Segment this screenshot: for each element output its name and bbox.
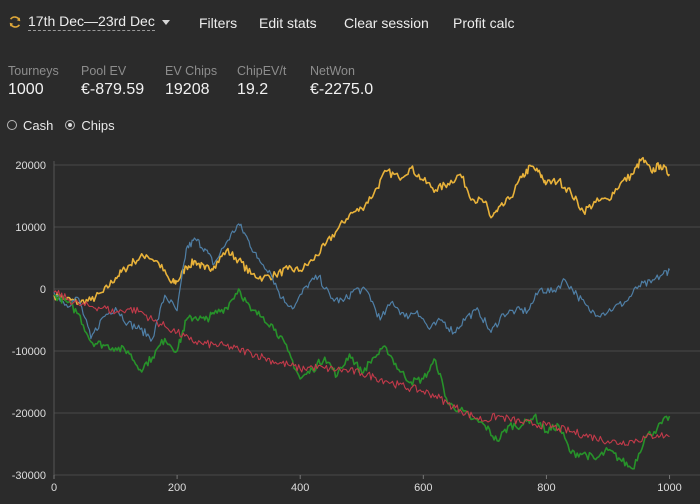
- x-tick-label: 200: [168, 482, 186, 494]
- series-line-1: [53, 223, 671, 342]
- radio-selected-icon[interactable]: [65, 120, 76, 130]
- stat-label: EV Chips: [165, 64, 218, 78]
- profit-calc-button[interactable]: Profit calc: [453, 15, 515, 31]
- filters-button[interactable]: Filters: [199, 15, 238, 31]
- stat-value: 1000: [8, 81, 44, 98]
- stat-chip-ev-per-tourney: ChipEV/t 19.2: [237, 64, 286, 101]
- stat-value: 19.2: [237, 81, 269, 98]
- y-tick-label: 0: [40, 284, 46, 296]
- refresh-icon[interactable]: [8, 15, 22, 29]
- radio-cash[interactable]: Cash: [7, 118, 53, 133]
- series-line-0: [53, 156, 671, 306]
- stat-net-won: NetWon €-2275.0: [310, 64, 373, 101]
- stat-label: ChipEV/t: [237, 64, 287, 78]
- top-toolbar: 17th Dec—23rd Dec Filters Edit stats Cle…: [0, 0, 700, 46]
- stat-label: NetWon: [310, 64, 355, 78]
- radio-chips-label[interactable]: Chips: [81, 117, 115, 133]
- series-line-3: [53, 289, 670, 446]
- edit-stats-button[interactable]: Edit stats: [259, 15, 317, 31]
- x-tick-label: 1000: [657, 482, 681, 494]
- clear-session-button[interactable]: Clear session: [344, 15, 429, 31]
- stat-label: Tourneys: [8, 64, 59, 78]
- results-graph: -30000 -20000 -10000 0 10000 20000 0 200 400 600 8…: [12, 156, 700, 494]
- chevron-down-icon[interactable]: [161, 19, 170, 25]
- x-tick-label: 600: [414, 482, 432, 494]
- date-range-label[interactable]: 17th Dec—23rd Dec: [28, 13, 155, 31]
- stat-value: €-2275.0: [310, 81, 374, 98]
- series-line-2: [53, 288, 671, 470]
- y-tick-label: -20000: [12, 408, 46, 420]
- stat-value: 19208: [165, 81, 210, 98]
- stat-label: Pool EV: [81, 64, 127, 78]
- x-tick-label: 0: [51, 482, 57, 494]
- y-tick-label: 10000: [15, 222, 46, 234]
- stat-ev-chips: EV Chips 19208: [165, 64, 217, 101]
- radio-circle-icon[interactable]: [7, 120, 17, 130]
- y-tick-label: 20000: [15, 160, 46, 172]
- x-tick-label: 400: [291, 482, 309, 494]
- y-tick-label: -30000: [12, 470, 46, 482]
- stat-tourneys: Tourneys 1000: [8, 64, 59, 101]
- radio-cash-label[interactable]: Cash: [23, 117, 54, 133]
- x-tick-label: 800: [537, 482, 555, 494]
- stat-pool-ev: Pool EV €-879.59: [81, 64, 144, 101]
- radio-chips[interactable]: Chips: [65, 117, 115, 133]
- stat-value: €-879.59: [81, 81, 145, 98]
- y-tick-label: -10000: [12, 346, 46, 358]
- date-range-selector[interactable]: 17th Dec—23rd Dec: [8, 12, 170, 31]
- stats-summary: Tourneys 1000 Pool EV €-879.59 EV Chips …: [8, 64, 698, 104]
- mode-toggle: Cash Chips: [7, 116, 127, 134]
